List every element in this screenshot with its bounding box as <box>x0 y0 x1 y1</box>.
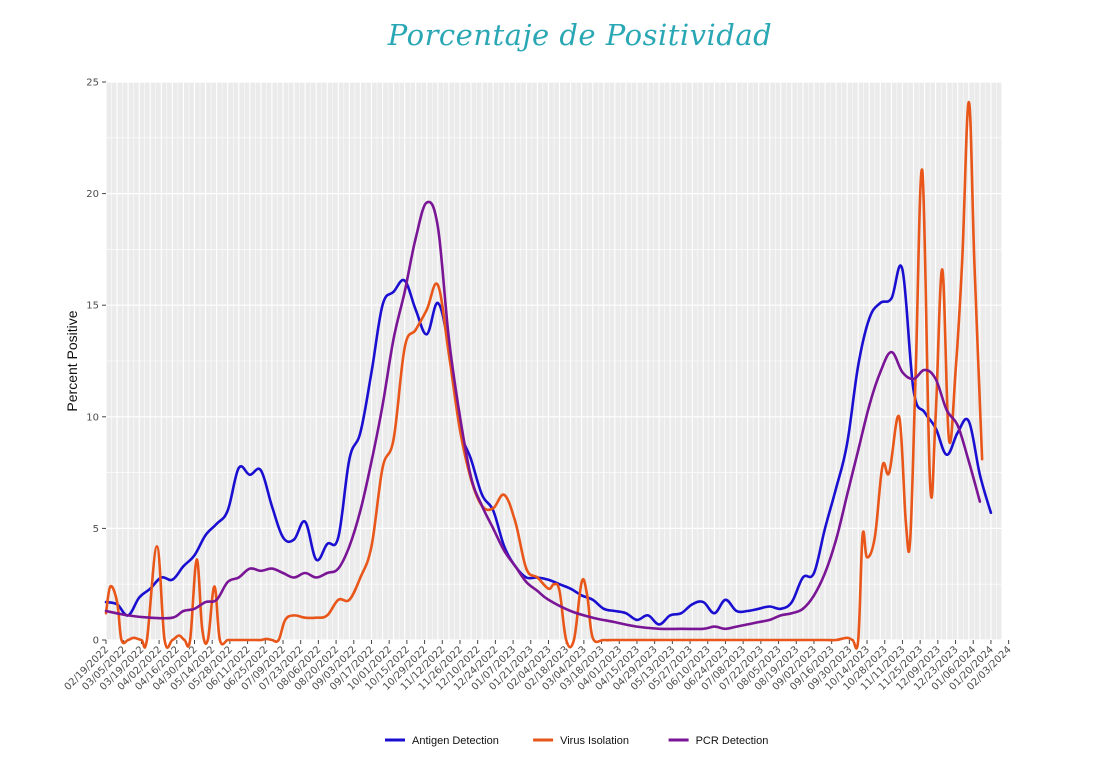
y-axis-label: Percent Positive <box>64 310 80 411</box>
y-tick-label: 20 <box>86 189 99 200</box>
y-tick-label: 0 <box>93 636 99 647</box>
x-axis-ticks: 02/19/202203/05/202203/19/202204/02/2022… <box>63 640 1014 693</box>
series-line-antigen-detection <box>104 264 993 626</box>
legend-label: Virus Isolation <box>560 735 629 747</box>
chart-title: Porcentaje de Positividad <box>387 18 773 52</box>
legend-label: Antigen Detection <box>412 735 499 747</box>
series-line-virus-isolation <box>104 100 984 650</box>
y-tick-label: 25 <box>86 78 99 89</box>
legend: Antigen Detection Virus Isolation PCR Dete… <box>385 735 768 747</box>
legend-label: PCR Detection <box>696 735 769 747</box>
gridlines <box>105 81 1003 641</box>
y-axis-ticks: 0 5 10 15 20 25 <box>86 78 106 647</box>
y-tick-label: 10 <box>86 412 99 423</box>
series-line-pcr-detection <box>104 200 982 631</box>
y-tick-label: 5 <box>93 524 99 535</box>
series-lines <box>104 100 993 650</box>
y-tick-label: 15 <box>86 301 99 312</box>
